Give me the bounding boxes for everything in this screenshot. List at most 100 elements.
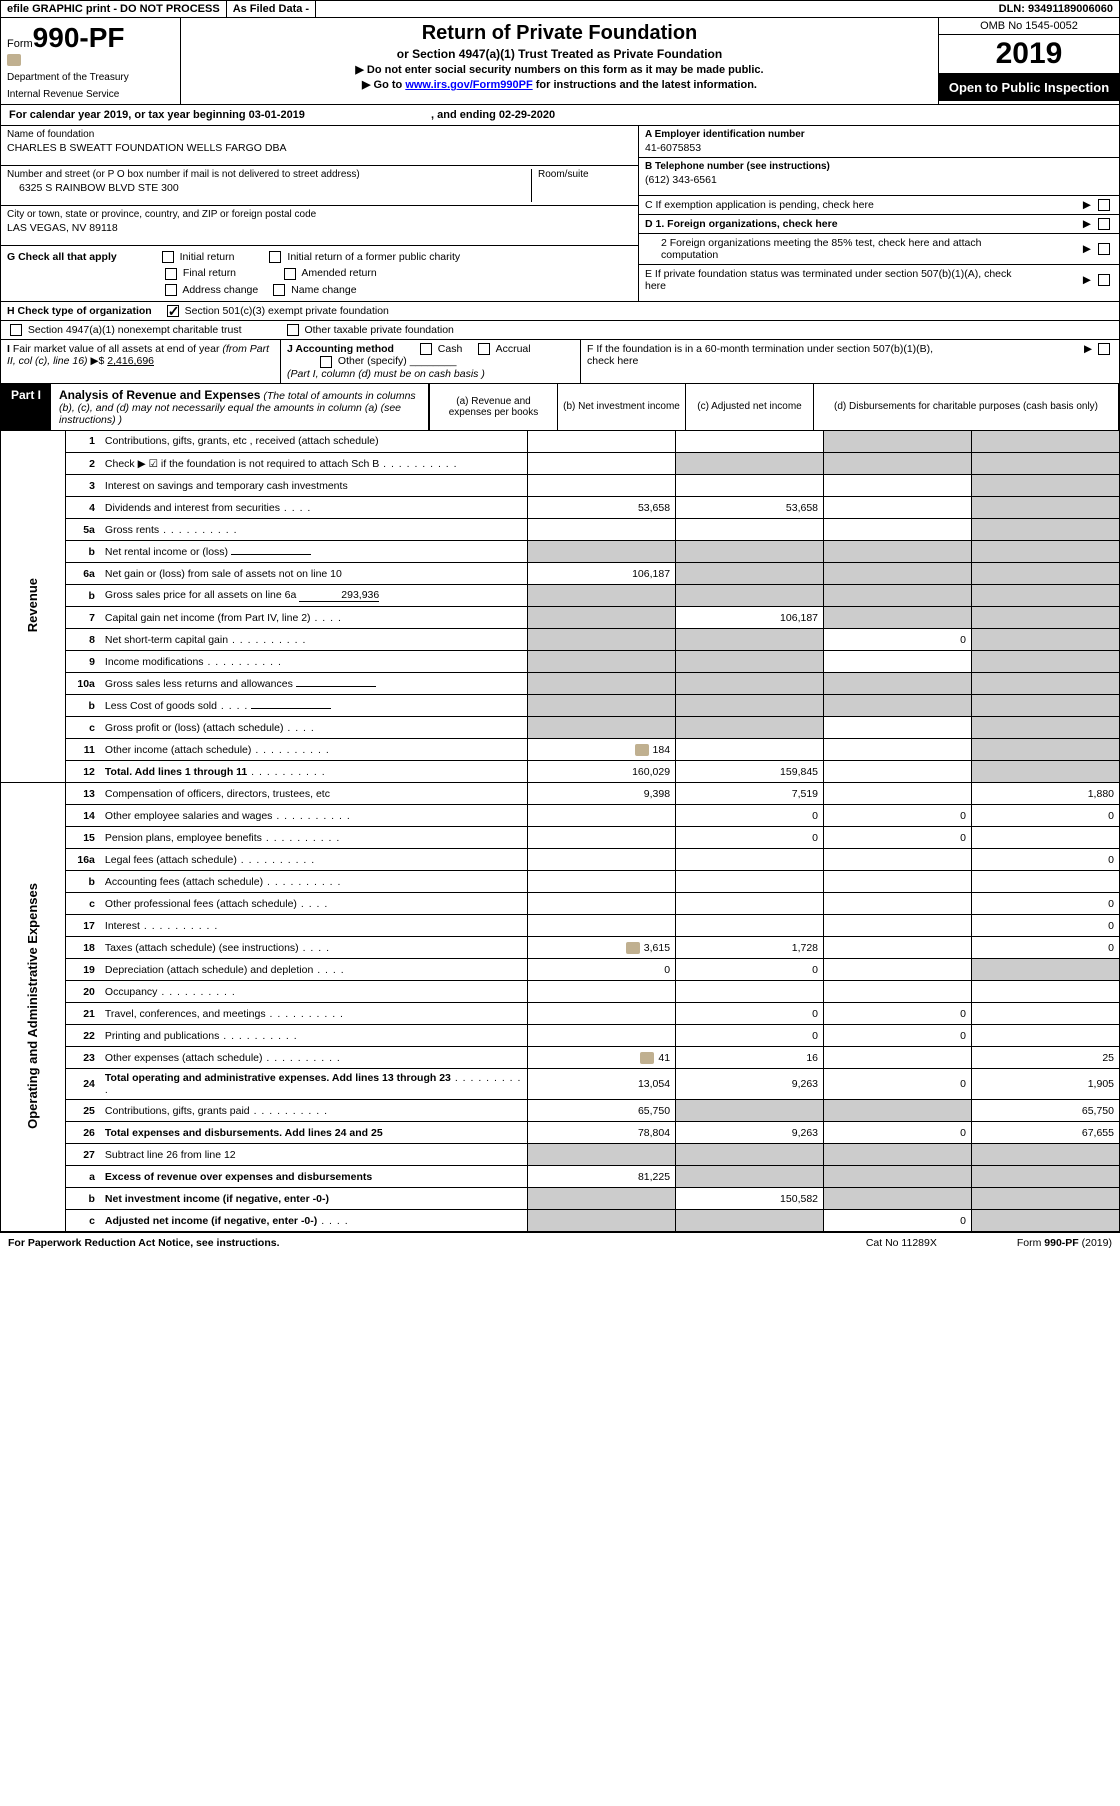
table-row: 25Contributions, gifts, grants paid65,75… <box>1 1100 1120 1122</box>
table-row: 20Occupancy <box>1 981 1120 1003</box>
table-row: 5aGross rents <box>1 519 1120 541</box>
city-state-zip: LAS VEGAS, NV 89118 <box>7 222 632 234</box>
irs-link[interactable]: www.irs.gov/Form990PF <box>405 79 532 91</box>
attach-icon[interactable] <box>626 942 640 954</box>
table-row: cAdjusted net income (if negative, enter… <box>1 1210 1120 1232</box>
tel-value: (612) 343-6561 <box>645 174 1113 186</box>
footer-right: Form 990-PF (2019) <box>1017 1237 1112 1249</box>
form-number: 990-PF <box>33 22 125 53</box>
form-subtitle: or Section 4947(a)(1) Trust Treated as P… <box>189 47 930 61</box>
dept-treasury: Department of the Treasury <box>7 72 174 83</box>
fmv-value: 2,416,696 <box>107 355 154 367</box>
chk-cash[interactable] <box>420 343 432 355</box>
part1-label: Part I <box>1 384 51 430</box>
side-expenses: Operating and Administrative Expenses <box>25 883 40 1129</box>
d1-label: D 1. Foreign organizations, check here <box>645 218 838 230</box>
table-row: 7Capital gain net income (from Part IV, … <box>1 607 1120 629</box>
j-label: J Accounting method <box>287 343 394 355</box>
j-note: (Part I, column (d) must be on cash basi… <box>287 368 485 380</box>
footer-mid: Cat No 11289X <box>866 1237 937 1249</box>
table-row: 14Other employee salaries and wages000 <box>1 805 1120 827</box>
chk-other-method[interactable] <box>320 356 332 368</box>
name-label: Name of foundation <box>7 129 632 140</box>
col-a: (a) Revenue and expenses per books <box>429 384 557 430</box>
chk-addr-change[interactable] <box>165 284 177 296</box>
f-label: F If the foundation is in a 60-month ter… <box>587 343 947 367</box>
room-label: Room/suite <box>538 169 632 180</box>
table-row: 27Subtract line 26 from line 12 <box>1 1144 1120 1166</box>
col-d: (d) Disbursements for charitable purpose… <box>813 384 1118 430</box>
table-row: 21Travel, conferences, and meetings00 <box>1 1003 1120 1025</box>
chk-d1[interactable] <box>1098 218 1110 230</box>
form-header: Form990-PF Department of the Treasury In… <box>0 18 1120 105</box>
city-label: City or town, state or province, country… <box>7 209 632 220</box>
form-prefix: Form <box>7 38 33 50</box>
attach-icon[interactable] <box>635 744 649 756</box>
table-row: 8Net short-term capital gain0 <box>1 629 1120 651</box>
part1-title: Analysis of Revenue and Expenses <box>59 388 260 402</box>
attach-icon[interactable] <box>640 1052 654 1064</box>
foundation-name: CHARLES B SWEATT FOUNDATION WELLS FARGO … <box>7 142 632 154</box>
table-row: 12Total. Add lines 1 through 11160,02915… <box>1 761 1120 783</box>
table-row: 17Interest0 <box>1 915 1120 937</box>
omb-number: OMB No 1545-0052 <box>939 18 1119 35</box>
table-row: 19Depreciation (attach schedule) and dep… <box>1 959 1120 981</box>
c-label: C If exemption application is pending, c… <box>645 199 874 211</box>
table-row: cOther professional fees (attach schedul… <box>1 893 1120 915</box>
table-row: 22Printing and publications00 <box>1 1025 1120 1047</box>
tax-year: 2019 <box>939 35 1119 74</box>
table-row: 16aLegal fees (attach schedule)0 <box>1 849 1120 871</box>
h-row2: Section 4947(a)(1) nonexempt charitable … <box>0 321 1120 340</box>
part1-header: Part I Analysis of Revenue and Expenses … <box>0 384 1120 431</box>
table-row: cGross profit or (loss) (attach schedule… <box>1 717 1120 739</box>
chk-4947[interactable] <box>10 324 22 336</box>
ijf-row: I Fair market value of all assets at end… <box>0 340 1120 383</box>
ein-label: A Employer identification number <box>645 129 1113 140</box>
e-label: E If private foundation status was termi… <box>645 268 1025 292</box>
chk-f[interactable] <box>1098 343 1110 355</box>
chk-d2[interactable] <box>1098 243 1110 255</box>
tel-label: B Telephone number (see instructions) <box>645 161 1113 172</box>
chk-name-change[interactable] <box>273 284 285 296</box>
g-label: G Check all that apply <box>7 251 117 263</box>
chk-other-taxable[interactable] <box>287 324 299 336</box>
h-label: H Check type of organization <box>7 305 152 317</box>
side-revenue: Revenue <box>25 578 40 632</box>
dln-label: DLN: 93491189006060 <box>993 1 1119 17</box>
table-row: 4Dividends and interest from securities5… <box>1 497 1120 519</box>
table-row: 26Total expenses and disbursements. Add … <box>1 1122 1120 1144</box>
table-row: 24Total operating and administrative exp… <box>1 1069 1120 1100</box>
chk-accrual[interactable] <box>478 343 490 355</box>
table-row: bNet investment income (if negative, ent… <box>1 1188 1120 1210</box>
chk-initial[interactable] <box>162 251 174 263</box>
chk-c[interactable] <box>1098 199 1110 211</box>
street-address: 6325 S RAINBOW BLVD STE 300 <box>7 182 525 194</box>
page-footer: For Paperwork Reduction Act Notice, see … <box>0 1232 1120 1253</box>
ein-value: 41-6075853 <box>645 142 1113 154</box>
col-b: (b) Net investment income <box>557 384 685 430</box>
addr-label: Number and street (or P O box number if … <box>7 169 525 180</box>
table-row: bGross sales price for all assets on lin… <box>1 585 1120 607</box>
efile-label: efile GRAPHIC print - DO NOT PROCESS <box>1 1 227 17</box>
table-row: 2Check ▶ ☑ if the foundation is not requ… <box>1 453 1120 475</box>
d2-label: 2 Foreign organizations meeting the 85% … <box>645 237 1025 261</box>
note-link: ▶ Go to www.irs.gov/Form990PF for instru… <box>189 78 930 91</box>
table-row: 10aGross sales less returns and allowanc… <box>1 673 1120 695</box>
table-row: 15Pension plans, employee benefits00 <box>1 827 1120 849</box>
chk-final[interactable] <box>165 268 177 280</box>
table-row: Revenue1Contributions, gifts, grants, et… <box>1 431 1120 453</box>
table-row: Operating and Administrative Expenses13C… <box>1 783 1120 805</box>
chk-initial-former[interactable] <box>269 251 281 263</box>
chk-amended[interactable] <box>284 268 296 280</box>
table-row: bNet rental income or (loss) <box>1 541 1120 563</box>
dept-irs: Internal Revenue Service <box>7 89 174 100</box>
note-ssn: ▶ Do not enter social security numbers o… <box>189 63 930 76</box>
chk-501c3[interactable] <box>167 305 179 317</box>
h-row: H Check type of organization Section 501… <box>0 302 1120 321</box>
table-row: 6aNet gain or (loss) from sale of assets… <box>1 563 1120 585</box>
footer-left: For Paperwork Reduction Act Notice, see … <box>8 1237 280 1249</box>
chk-e[interactable] <box>1098 274 1110 286</box>
table-row: 23Other expenses (attach schedule)411625 <box>1 1047 1120 1069</box>
table-row: 9Income modifications <box>1 651 1120 673</box>
identity-block: Name of foundation CHARLES B SWEATT FOUN… <box>0 126 1120 302</box>
